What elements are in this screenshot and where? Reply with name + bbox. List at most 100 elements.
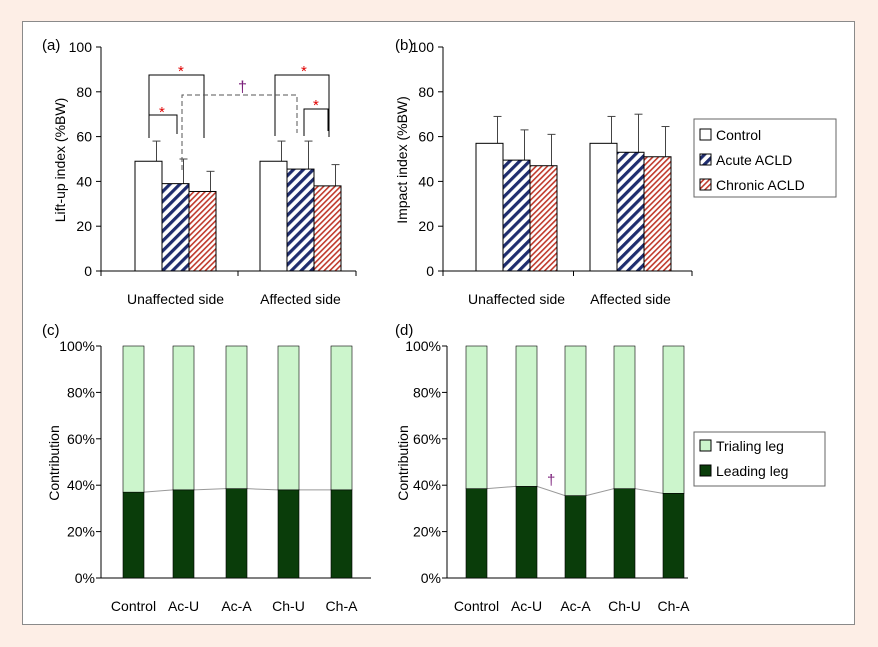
x-category-label: Ac-U <box>168 598 199 614</box>
bracket-acute-chronic-affected <box>303 108 329 136</box>
bracket-acute-between-sides <box>181 94 298 170</box>
sig-dagger-d: † <box>547 472 555 489</box>
legend-swatch-acute <box>699 153 712 166</box>
x-category-label: Ch-A <box>658 598 691 614</box>
y-tick-label: 100% <box>59 338 95 354</box>
x-category-label: Ac-A <box>560 598 591 614</box>
bracket-control-chronic-affected <box>274 74 330 137</box>
bar-trialing-leg <box>172 345 195 491</box>
panel-c-label: (c) <box>42 322 60 339</box>
bar-trialing-leg <box>613 345 636 489</box>
y-tick-label: 20 <box>76 218 92 234</box>
y-tick-label: 0 <box>84 263 92 279</box>
bar-leading-leg <box>662 493 685 579</box>
y-tick-label: 80% <box>67 384 95 400</box>
panel-d: (d) Contribution 0% 20% 40% 60% 80% 100% Contr… <box>395 322 826 614</box>
y-tick-label: 80% <box>413 384 441 400</box>
bar-leading-leg <box>122 491 145 579</box>
y-tick-label: 0% <box>421 570 441 586</box>
x-category-label: Affected side <box>260 291 341 307</box>
panel-d-label: (d) <box>395 322 413 339</box>
y-tick-label: 40% <box>67 477 95 493</box>
y-tick-label: 100 <box>411 39 435 55</box>
legend-label-control: Control <box>716 127 761 143</box>
bar-trialing-leg <box>122 345 145 493</box>
legend-label-acute: Acute ACLD <box>716 152 792 168</box>
legend-b: Control Acute ACLD Chronic ACLD <box>693 118 837 198</box>
bar-leading-leg <box>613 488 636 579</box>
panel-d-ylabel: Contribution <box>395 425 411 501</box>
y-tick-label: 80 <box>418 84 434 100</box>
legend-swatch-chronic <box>699 178 712 191</box>
panel-a-plot: 0 20 40 60 80 100 Unaffected side Affected side <box>69 39 357 307</box>
bar-chronic-acld <box>529 165 558 272</box>
sig-star-1: * <box>178 63 184 80</box>
bar-acute-acld <box>161 183 190 272</box>
panel-c: (c) Contribution 0% 20% 40% 60% 80% 100% Contr… <box>42 322 371 614</box>
bar-chronic-acld <box>313 185 342 272</box>
bracket-control-chronic-unaffected <box>148 74 205 138</box>
legend-b-box <box>693 118 837 198</box>
panel-d-plot: 0% 20% 40% 60% 80% 100% Control Ac-U Ac-A Ch-U Ch-… <box>405 338 690 614</box>
y-tick-label: 20% <box>413 524 441 540</box>
bar-chronic-acld <box>643 156 672 272</box>
legend-label-trialing: Trialing leg <box>716 438 784 454</box>
x-category-label: Affected side <box>590 291 671 307</box>
y-tick-label: 80 <box>76 84 92 100</box>
bar-leading-leg <box>465 488 488 579</box>
x-category-label: Unaffected side <box>468 291 565 307</box>
bar-acute-acld <box>286 168 315 272</box>
y-tick-label: 100% <box>405 338 441 354</box>
bracket-control-acute-unaffected <box>148 114 178 134</box>
sig-star-4: * <box>313 97 319 114</box>
bar-leading-leg <box>330 489 353 579</box>
bar-control <box>589 142 618 272</box>
y-tick-label: 40% <box>413 477 441 493</box>
bar-leading-leg <box>225 488 248 579</box>
y-tick-label: 60 <box>76 129 92 145</box>
bar-control <box>259 160 288 272</box>
y-tick-label: 100 <box>69 39 93 55</box>
y-tick-label: 60 <box>418 129 434 145</box>
x-category-label: Control <box>111 598 156 614</box>
sig-star-2: * <box>159 104 165 121</box>
legend-swatch-leading <box>699 464 712 477</box>
figure-canvas: (a) Lift-up index (%BW) 0 20 40 60 80 100 Unaf… <box>42 37 837 614</box>
panel-b-plot: 0 20 40 60 80 100 Unaffected side Affected side <box>411 39 693 307</box>
bar-chronic-acld <box>188 190 217 272</box>
legend-d-box <box>693 431 826 487</box>
y-tick-label: 40 <box>418 173 434 189</box>
bar-trialing-leg <box>564 345 587 496</box>
panel-a-label: (a) <box>42 37 60 54</box>
bar-acute-acld <box>502 159 531 272</box>
y-tick-label: 0 <box>426 263 434 279</box>
panel-b-ylabel: Impact index (%BW) <box>394 96 410 224</box>
bar-leading-leg <box>515 486 538 579</box>
x-category-label: Ac-A <box>221 598 252 614</box>
bar-control <box>475 142 504 272</box>
bar-leading-leg <box>172 489 195 579</box>
y-tick-label: 40 <box>76 173 92 189</box>
bar-leading-leg <box>277 489 300 579</box>
bar-trialing-leg <box>330 345 353 491</box>
legend-label-chronic: Chronic ACLD <box>716 177 805 193</box>
bar-control <box>134 160 163 272</box>
x-category-label: Unaffected side <box>127 291 224 307</box>
y-tick-label: 0% <box>75 570 95 586</box>
legend-label-leading: Leading leg <box>716 463 788 479</box>
x-category-label: Ch-U <box>272 598 305 614</box>
panel-a-ylabel: Lift-up index (%BW) <box>52 98 68 222</box>
figure-frame: (a) Lift-up index (%BW) 0 20 40 60 80 100 Unaf… <box>22 21 855 625</box>
bar-trialing-leg <box>515 345 538 487</box>
x-category-label: Ch-A <box>326 598 359 614</box>
x-category-label: Ac-U <box>511 598 542 614</box>
sig-star-3: * <box>301 63 307 80</box>
y-tick-label: 60% <box>413 431 441 447</box>
panel-b: (b) Impact index (%BW) 0 20 40 60 80 100 Unaff… <box>394 37 837 307</box>
sig-dagger-a: † <box>238 79 247 96</box>
panel-a: (a) Lift-up index (%BW) 0 20 40 60 80 100 Unaf… <box>42 37 357 307</box>
panel-c-plot: 0% 20% 40% 60% 80% 100% Control Ac-U Ac-A Ch-U Ch-… <box>59 338 371 614</box>
panel-c-ylabel: Contribution <box>46 425 62 501</box>
legend-swatch-control <box>699 128 712 141</box>
bar-trialing-leg <box>662 345 685 494</box>
